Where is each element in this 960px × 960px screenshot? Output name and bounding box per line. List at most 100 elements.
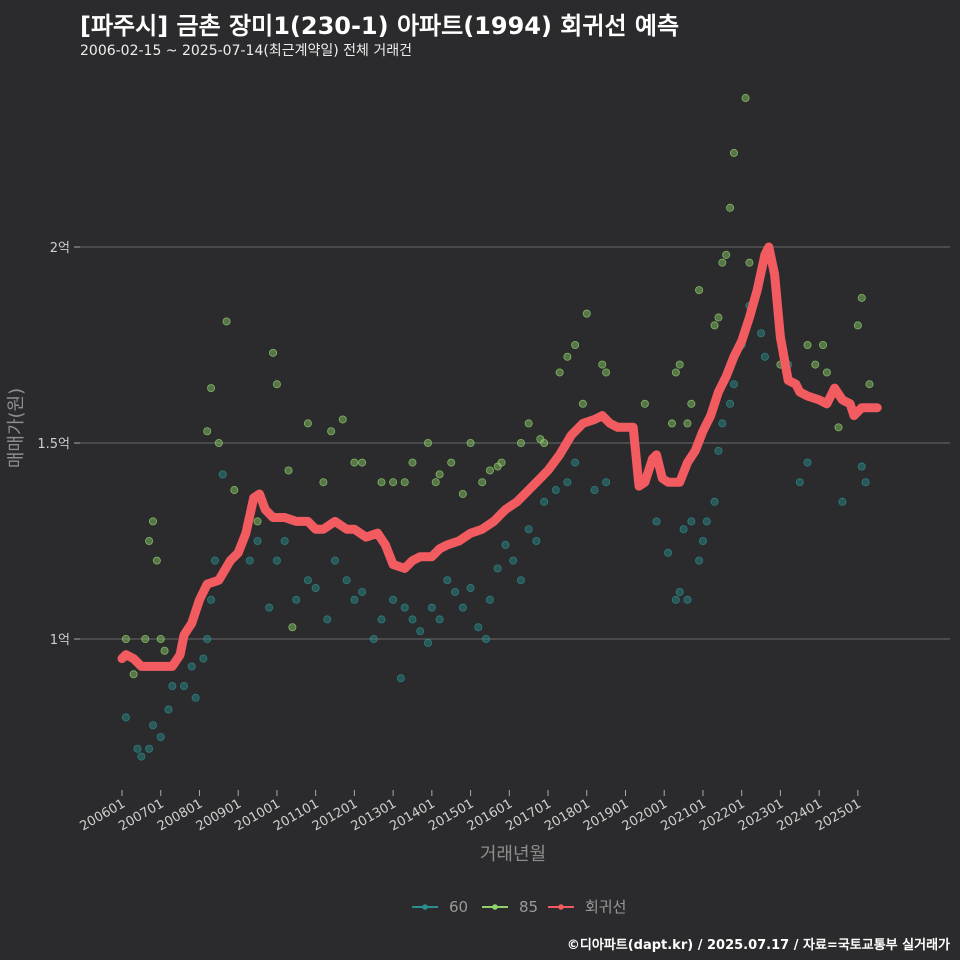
data-point-85 <box>857 293 866 302</box>
data-point-60 <box>590 486 599 495</box>
data-point-85 <box>710 321 719 330</box>
y-tick-label: 2억 <box>50 241 70 256</box>
data-point-60 <box>342 576 351 585</box>
data-point-85 <box>145 537 154 546</box>
legend-label: 85 <box>519 898 538 916</box>
data-point-60 <box>280 537 289 546</box>
data-point-85 <box>435 470 444 479</box>
data-point-85 <box>853 321 862 330</box>
data-point-85 <box>408 458 417 467</box>
data-point-60 <box>679 525 688 534</box>
data-point-85 <box>389 478 398 487</box>
data-point-85 <box>671 368 680 377</box>
data-point-60 <box>377 615 386 624</box>
data-point-60 <box>664 548 673 557</box>
data-point-60 <box>551 486 560 495</box>
y-axis-title: 매매가(원) <box>6 388 27 468</box>
y-tick-label: 1.5억 <box>37 437 70 452</box>
data-point-60 <box>137 752 146 761</box>
data-point-60 <box>757 329 766 338</box>
grid-lines <box>80 246 950 640</box>
data-point-60 <box>245 556 254 565</box>
data-point-60 <box>698 537 707 546</box>
data-point-60 <box>145 744 154 753</box>
data-point-60 <box>164 705 173 714</box>
legend-swatch-dot <box>422 904 428 910</box>
data-point-85 <box>745 258 754 267</box>
data-point-60 <box>540 497 549 506</box>
data-point-60 <box>714 446 723 455</box>
data-point-60 <box>482 635 491 644</box>
data-point-85 <box>524 419 533 428</box>
data-point-85 <box>377 478 386 487</box>
data-point-85 <box>822 368 831 377</box>
data-point-60 <box>272 556 281 565</box>
data-point-60 <box>687 517 696 526</box>
data-point-60 <box>331 556 340 565</box>
data-point-85 <box>555 368 564 377</box>
data-point-85 <box>272 380 281 389</box>
data-point-60 <box>203 635 212 644</box>
data-point-85 <box>222 317 231 326</box>
data-point-60 <box>292 595 301 604</box>
y-tick-label: 1억 <box>50 633 70 648</box>
data-point-85 <box>327 427 336 436</box>
data-point-85 <box>431 478 440 487</box>
data-point-60 <box>710 497 719 506</box>
data-point-85 <box>683 419 692 428</box>
data-point-85 <box>571 340 580 349</box>
data-point-85 <box>230 486 239 495</box>
data-point-60 <box>121 713 130 722</box>
data-point-60 <box>210 556 219 565</box>
trend-line-group <box>117 242 882 671</box>
data-point-85 <box>466 438 475 447</box>
data-point-85 <box>288 623 297 632</box>
chart-title: [파주시] 금촌 장미1(230-1) 아파트(1994) 회귀선 예측 <box>80 12 680 40</box>
footer-credit: ©디아파트(dapt.kr) / 2025.07.17 / 자료=국토교통부 실… <box>566 938 950 953</box>
data-point-60 <box>218 470 227 479</box>
data-point-85 <box>540 438 549 447</box>
data-point-60 <box>485 595 494 604</box>
data-point-60 <box>443 576 452 585</box>
data-point-85 <box>350 458 359 467</box>
data-point-85 <box>358 458 367 467</box>
series-85-points <box>121 94 874 679</box>
legend-swatch-dot <box>492 904 498 910</box>
data-point-60 <box>369 635 378 644</box>
data-point-60 <box>148 721 157 730</box>
data-point-85 <box>695 286 704 295</box>
data-point-85 <box>485 466 494 475</box>
data-point-60 <box>516 576 525 585</box>
data-point-85 <box>423 438 432 447</box>
data-point-60 <box>416 627 425 636</box>
data-point-60 <box>509 556 518 565</box>
data-point-60 <box>602 478 611 487</box>
data-point-85 <box>582 309 591 318</box>
y-axis: 1억 1.5억 2억 <box>37 241 80 648</box>
data-point-60 <box>199 654 208 663</box>
data-point-60 <box>466 584 475 593</box>
data-point-60 <box>458 603 467 612</box>
data-point-85 <box>214 438 223 447</box>
data-point-85 <box>741 94 750 103</box>
data-point-60 <box>396 674 405 683</box>
data-point-85 <box>834 423 843 432</box>
data-point-60 <box>427 603 436 612</box>
data-point-85 <box>865 380 874 389</box>
x-axis: 2006012007012008012009012010012011012012… <box>78 790 864 834</box>
data-point-85 <box>819 340 828 349</box>
data-point-60 <box>675 587 684 596</box>
data-point-60 <box>702 517 711 526</box>
data-point-60 <box>389 595 398 604</box>
data-point-60 <box>857 462 866 471</box>
legend-swatch-dot <box>558 904 564 910</box>
data-point-60 <box>179 682 188 691</box>
data-point-85 <box>811 360 820 369</box>
data-point-85 <box>121 635 130 644</box>
data-point-85 <box>578 399 587 408</box>
data-point-85 <box>400 478 409 487</box>
data-point-60 <box>532 537 541 546</box>
data-point-85 <box>160 646 169 655</box>
data-point-60 <box>435 615 444 624</box>
data-point-85 <box>726 203 735 212</box>
